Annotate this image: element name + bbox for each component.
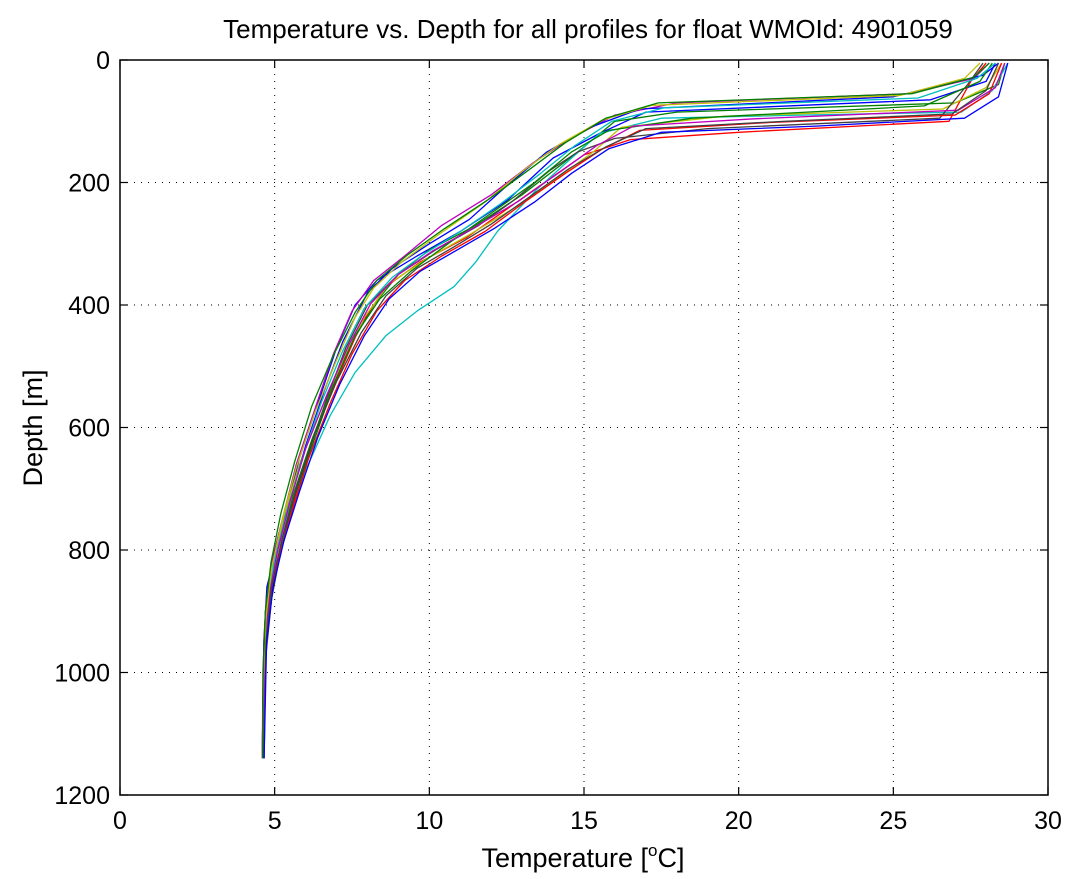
- profile-line-10: [262, 62, 1003, 759]
- profile-line-16: [261, 62, 990, 759]
- y-axis-ticks: 0 200 400 600 800 1000 1200: [54, 47, 1048, 810]
- profile-line-6: [262, 62, 1003, 759]
- y-tick-label: 0: [96, 47, 110, 75]
- profile-line-15: [263, 62, 1009, 759]
- profile-line-12: [262, 62, 1006, 759]
- profile-line-8: [261, 62, 999, 759]
- chart-title: Temperature vs. Depth for all profiles f…: [223, 14, 953, 44]
- profile-line-9: [261, 62, 993, 759]
- profile-line-13: [261, 62, 981, 759]
- y-tick-label: 1200: [54, 782, 110, 810]
- profile-line-1: [261, 62, 996, 759]
- y-tick-label: 600: [68, 415, 110, 443]
- x-axis-label-degree: o: [648, 841, 657, 860]
- profile-line-11: [262, 62, 996, 759]
- x-axis-label-text: Temperature [: [481, 843, 648, 873]
- profile-line-7: [263, 62, 984, 759]
- y-tick-label: 1000: [54, 660, 110, 688]
- profile-line-14: [263, 62, 1000, 759]
- x-tick-label: 15: [570, 807, 598, 835]
- x-axis-label-unit: C]: [658, 843, 685, 873]
- y-tick-label: 400: [68, 292, 110, 320]
- x-tick-label: 0: [113, 807, 127, 835]
- x-axis-label: Temperature [oC]: [481, 841, 684, 873]
- x-tick-label: 10: [415, 807, 443, 835]
- x-axis-ticks: 0 5 10 15 20 25 30: [113, 60, 1062, 835]
- grid-lines: [120, 60, 1048, 795]
- y-tick-label: 800: [68, 537, 110, 565]
- x-tick-label: 30: [1034, 807, 1062, 835]
- x-tick-label: 5: [268, 807, 282, 835]
- profile-line-5: [261, 62, 990, 759]
- x-tick-label: 25: [879, 807, 907, 835]
- y-axis-label: Depth [m]: [18, 369, 48, 486]
- profile-line-4: [263, 62, 1009, 759]
- profile-lines: [261, 62, 1009, 759]
- x-tick-label: 20: [725, 807, 753, 835]
- plot-frame: [119, 59, 1049, 796]
- y-tick-label: 200: [68, 170, 110, 198]
- profile-line-3: [261, 62, 987, 759]
